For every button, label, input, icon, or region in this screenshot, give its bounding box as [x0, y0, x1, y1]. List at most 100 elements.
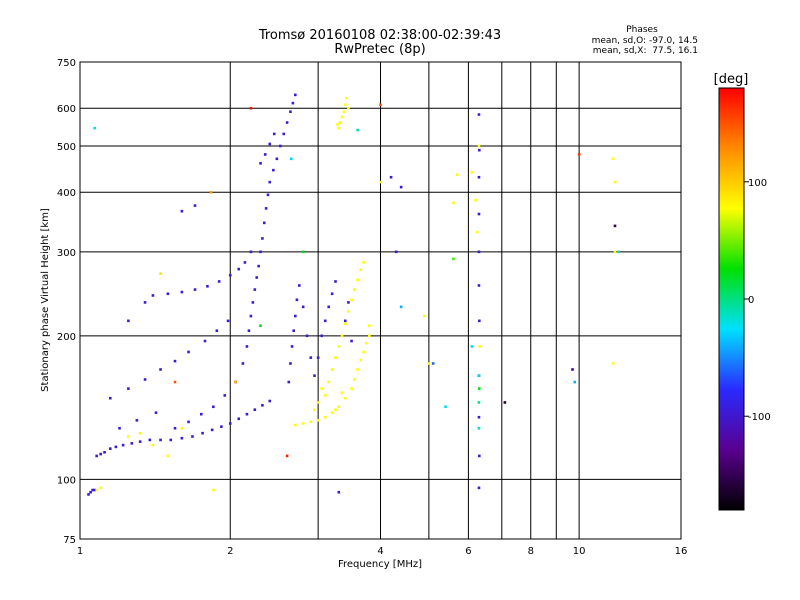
data-point: [275, 157, 279, 161]
data-point: [477, 113, 481, 116]
data-point: [223, 394, 227, 397]
data-point: [338, 121, 342, 124]
data-point: [477, 212, 481, 216]
grid-lines: [79, 61, 682, 540]
data-point: [389, 175, 393, 179]
colorbar-ticks: 100 0 -100: [744, 178, 771, 423]
data-point: [477, 374, 481, 377]
data-point: [166, 292, 170, 296]
data-point: [477, 401, 481, 404]
data-point: [347, 301, 350, 304]
data-point: [394, 250, 398, 254]
data-point: [127, 319, 130, 323]
data-point: [249, 106, 253, 110]
data-point: [114, 445, 118, 449]
data-point: [350, 387, 353, 390]
data-point: [478, 319, 481, 323]
data-point: [89, 490, 92, 494]
data-point: [320, 334, 324, 338]
data-point: [350, 339, 353, 343]
data-point: [103, 450, 106, 454]
data-point: [200, 412, 203, 416]
y-tick-label: 300: [57, 248, 76, 259]
data-point: [249, 250, 253, 254]
data-point: [289, 157, 293, 161]
data-point: [255, 276, 259, 279]
data-point: [334, 280, 337, 283]
data-point: [343, 319, 347, 323]
data-point: [203, 339, 207, 343]
y-tick-label: 400: [57, 188, 76, 199]
data-point: [295, 298, 299, 302]
data-point: [292, 329, 295, 332]
data-point: [613, 224, 617, 228]
data-point: [334, 408, 337, 412]
data-point: [316, 401, 320, 404]
data-point: [130, 442, 134, 445]
y-tick-label: 600: [57, 104, 76, 115]
data-point: [478, 148, 481, 152]
data-point: [234, 380, 237, 384]
data-point: [337, 405, 341, 409]
data-point: [173, 359, 177, 363]
data-point: [455, 173, 459, 177]
data-point: [423, 314, 426, 318]
x-tick-label: 6: [465, 546, 471, 557]
data-point: [159, 438, 162, 442]
data-point: [215, 329, 219, 332]
data-point: [379, 103, 382, 107]
data-point: [477, 426, 481, 430]
data-point: [313, 374, 316, 377]
data-point: [327, 305, 331, 309]
data-point: [135, 419, 139, 422]
data-point: [245, 412, 249, 416]
data-points: [87, 93, 620, 496]
data-point: [359, 358, 362, 362]
data-point: [320, 387, 324, 390]
y-axis-label: Stationary phase Virtual Height [km]: [40, 208, 51, 392]
data-point: [151, 294, 155, 297]
data-point: [330, 292, 334, 296]
data-point: [337, 126, 341, 130]
data-point: [289, 362, 292, 365]
data-point: [362, 261, 365, 264]
data-point: [356, 278, 359, 282]
data-point: [154, 411, 158, 414]
y-tick-label: 200: [57, 332, 76, 343]
data-point: [356, 368, 359, 371]
data-point: [613, 180, 617, 184]
data-point: [399, 185, 403, 189]
data-point: [187, 350, 190, 354]
data-point: [95, 454, 98, 458]
data-point: [217, 280, 221, 283]
data-point: [340, 115, 344, 119]
data-point: [220, 425, 223, 428]
data-point: [108, 447, 112, 450]
colorbar-tick-label: -100: [748, 412, 771, 423]
data-point: [285, 121, 289, 124]
x-tick-label: 4: [377, 546, 383, 557]
data-point: [91, 488, 94, 492]
x-tick-labels: 1 2 4 6 8 10 16: [77, 546, 688, 557]
data-point: [226, 319, 230, 323]
data-point: [399, 305, 403, 309]
data-point: [478, 454, 481, 458]
data-point: [379, 180, 382, 184]
colorbar-tick-label: 100: [748, 178, 767, 189]
data-point: [127, 387, 130, 390]
data-point: [309, 420, 313, 424]
data-point: [166, 454, 170, 458]
data-point: [237, 267, 241, 271]
data-point: [169, 438, 173, 442]
data-point: [148, 438, 152, 442]
data-point: [159, 368, 162, 371]
data-point: [342, 110, 346, 114]
data-point: [228, 422, 232, 425]
info-line-o: mean, sd,O: -97.0, 14.5: [592, 36, 698, 46]
data-point: [452, 201, 455, 205]
chart-subtitle: RwPretec (8p): [334, 42, 425, 57]
data-point: [343, 322, 347, 326]
data-point: [477, 486, 481, 490]
data-point: [268, 142, 272, 146]
colorbar-label: [deg]: [714, 72, 749, 87]
